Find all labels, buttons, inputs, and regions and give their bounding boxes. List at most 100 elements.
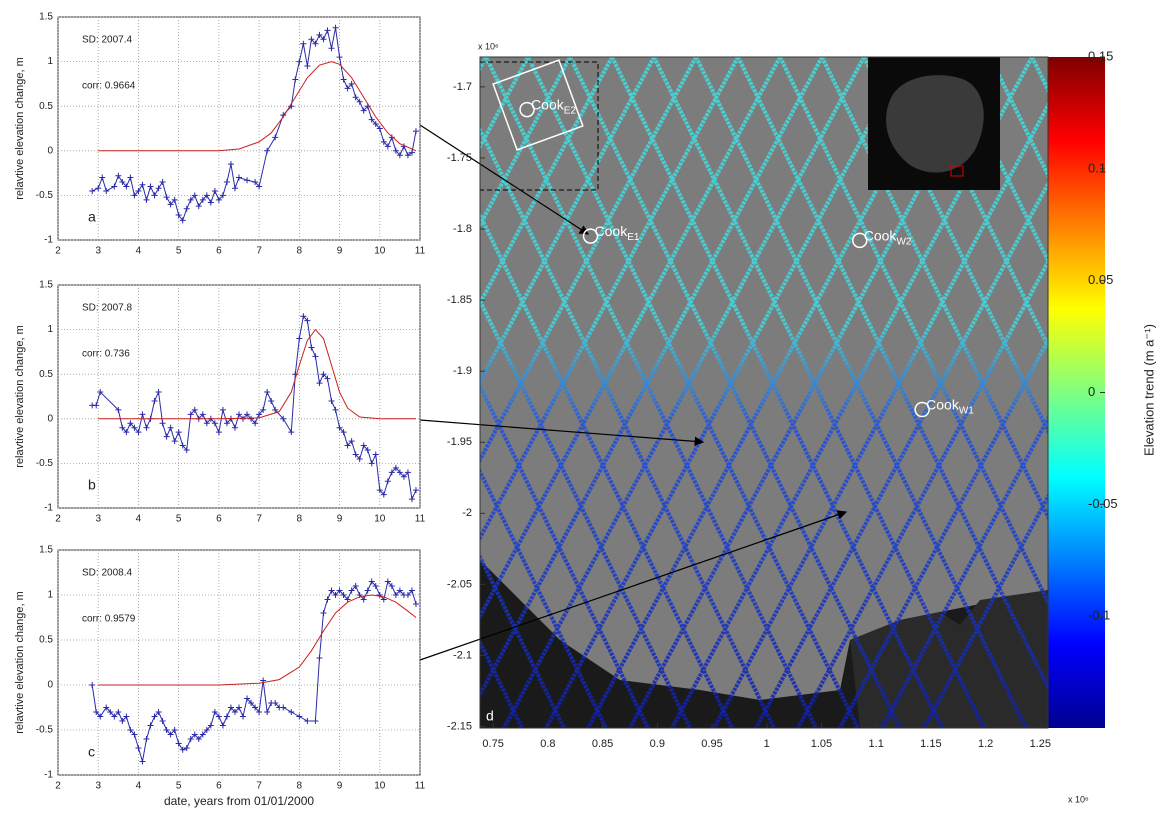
x-tick-label: 1.15 [920, 738, 941, 750]
y-tick-label: -1.95 [447, 436, 472, 448]
colorbar-tick-label: 0.1 [1088, 160, 1106, 175]
x-tick-label: 0.75 [482, 738, 503, 750]
x-tick-label: 4 [136, 781, 142, 792]
colorbar-tick-label: 0.15 [1088, 48, 1113, 63]
x-tick-label: 10 [374, 781, 386, 792]
y-tick-label: -1.7 [453, 81, 472, 93]
annotation: corr: 0.9664 [82, 81, 136, 92]
y-tick-label: 0.5 [39, 369, 53, 380]
x-tick-label: 6 [216, 246, 222, 257]
y-tick-label: -1.8 [453, 223, 472, 235]
y-tick-label: -0.5 [36, 458, 54, 469]
y-tick-label: 1 [47, 590, 53, 601]
x-tick-label: 1.2 [978, 738, 993, 750]
figure: 234567891011-1-0.500.511.5relavtive elev… [0, 0, 1164, 817]
y-tick-label: 1.5 [39, 545, 53, 556]
x-tick-label: 3 [95, 781, 101, 792]
colorbar [1048, 57, 1105, 728]
annotation: corr: 0.9579 [82, 614, 136, 625]
x-axis-label: date, years from 01/01/2000 [164, 794, 314, 808]
y-tick-label: 0.5 [39, 635, 53, 646]
y-tick-label: 0 [47, 413, 53, 424]
y-axis-label: relavtive elevation change, m [14, 591, 26, 733]
x-tick-label: 1 [764, 738, 770, 750]
x-tick-label: 5 [176, 246, 182, 257]
x-tick-label: 2 [55, 246, 61, 257]
y-tick-label: -1 [44, 503, 53, 514]
y-tick-label: -1 [44, 235, 53, 246]
x-tick-label: 1.1 [869, 738, 884, 750]
y-tick-label: -2.15 [447, 720, 472, 732]
x-tick-label: 1.25 [1030, 738, 1051, 750]
x-tick-label: 2 [55, 514, 61, 525]
colorbar-tick-label: -0.1 [1088, 608, 1110, 623]
x-tick-label: 0.9 [650, 738, 665, 750]
x-tick-label: 2 [55, 781, 61, 792]
plot-area [58, 550, 420, 775]
colorbar-tick-label: 0 [1088, 384, 1095, 399]
y-tick-label: 0 [47, 145, 53, 156]
x-tick-label: 8 [297, 781, 303, 792]
y-tick-label: 1 [47, 324, 53, 335]
x-tick-label: 4 [136, 246, 142, 257]
x-tick-label: 11 [415, 246, 426, 257]
annotation: corr: 0.736 [82, 349, 130, 360]
y-tick-label: 0 [47, 680, 53, 691]
track [1158, 57, 1164, 728]
x-tick-label: 6 [216, 781, 222, 792]
panel-label: a [88, 209, 96, 225]
annotation: SD: 2008.4 [82, 568, 132, 579]
x-tick-label: 7 [256, 514, 262, 525]
x-tick-label: 1.05 [811, 738, 832, 750]
colorbar-label: Elevation trend (m a⁻¹) [1141, 324, 1156, 456]
site-sub: W1 [959, 405, 974, 416]
axis-exponent: x 10⁶ [1068, 794, 1089, 804]
colorbar-tick-label: -0.05 [1088, 496, 1118, 511]
x-tick-label: 9 [337, 781, 343, 792]
track [1116, 57, 1164, 728]
y-tick-label: 1.5 [39, 12, 53, 23]
y-tick-label: -1.75 [447, 152, 472, 164]
x-tick-label: 11 [415, 781, 426, 792]
x-tick-label: 3 [95, 514, 101, 525]
site-sub: E2 [564, 105, 577, 116]
annotation: SD: 2007.4 [82, 35, 132, 46]
y-tick-label: -0.5 [36, 190, 54, 201]
x-tick-label: 5 [176, 781, 182, 792]
colorbar-tick-label: 0.05 [1088, 272, 1113, 287]
x-tick-label: 8 [297, 246, 303, 257]
annotation: SD: 2007.8 [82, 303, 132, 314]
x-tick-label: 5 [176, 514, 182, 525]
x-tick-label: 10 [374, 246, 386, 257]
y-tick-label: -0.5 [36, 725, 54, 736]
y-tick-label: 1.5 [39, 280, 53, 291]
x-tick-label: 6 [216, 514, 222, 525]
y-tick-label: 0.5 [39, 101, 53, 112]
x-tick-label: 11 [415, 514, 426, 525]
x-tick-label: 8 [297, 514, 303, 525]
plot-area [58, 17, 420, 240]
y-tick-label: -1 [44, 770, 53, 781]
panel-label: b [88, 477, 96, 493]
x-tick-label: 9 [337, 514, 343, 525]
y-axis-label: relavtive elevation change, m [14, 57, 26, 199]
x-tick-label: 0.8 [540, 738, 555, 750]
site-name: Cook [864, 227, 898, 243]
site-sub: W2 [896, 236, 911, 247]
x-tick-label: 0.85 [592, 738, 613, 750]
y-tick-label: -1.85 [447, 294, 472, 306]
x-tick-label: 7 [256, 781, 262, 792]
y-tick-label: -2 [462, 507, 472, 519]
y-tick-label: 1 [47, 56, 53, 67]
plot-area [58, 285, 420, 508]
site-name: Cook [595, 223, 629, 239]
y-tick-label: -2.1 [453, 649, 472, 661]
x-tick-label: 0.95 [701, 738, 722, 750]
x-tick-label: 9 [337, 246, 343, 257]
site-name: Cook [926, 396, 960, 412]
x-tick-label: 10 [374, 514, 386, 525]
y-axis-label: relavtive elevation change, m [14, 325, 26, 467]
panel-label: c [88, 744, 95, 760]
y-tick-label: -1.9 [453, 365, 472, 377]
y-tick-label: -2.05 [447, 578, 472, 590]
